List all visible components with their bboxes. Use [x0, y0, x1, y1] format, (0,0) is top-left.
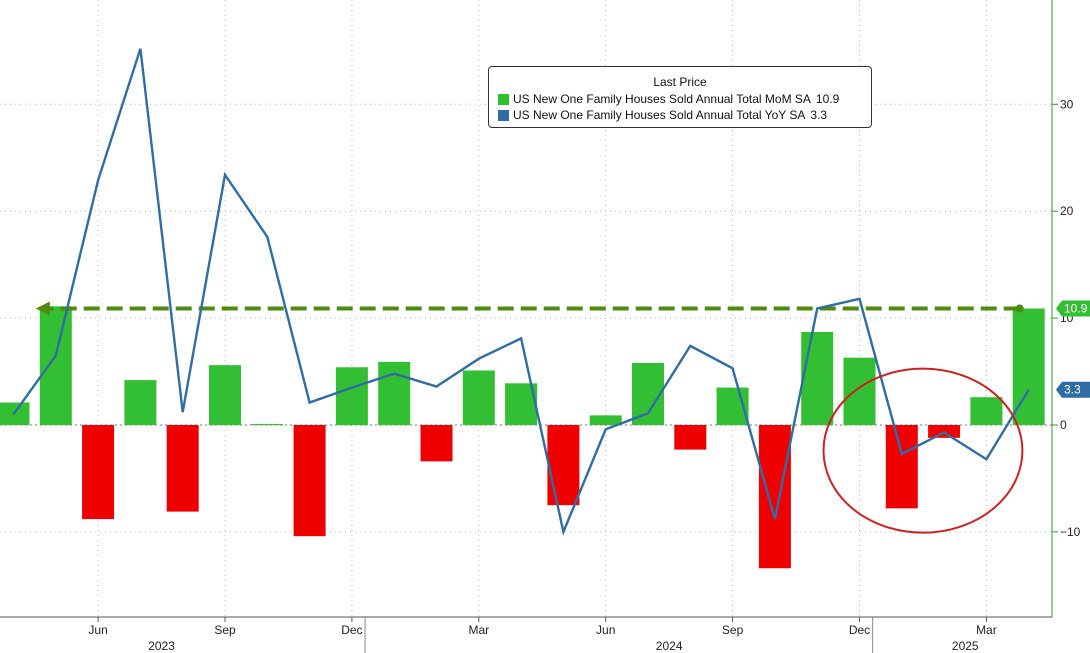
reference-line-start-dot [1015, 304, 1024, 313]
legend-label-mom: US New One Family Houses Sold Annual Tot… [513, 92, 811, 106]
legend-value-mom: 10.9 [815, 92, 840, 106]
x-tick-label: Dec [849, 623, 870, 637]
yoy-line [12, 48, 1030, 536]
bar [82, 425, 115, 520]
legend: Last Price US New One Family Houses Sold… [488, 66, 872, 128]
x-tick-label: Sep [214, 623, 236, 637]
bar [251, 423, 284, 425]
bar [632, 362, 664, 425]
last-value-tag-label: 3.3 [1064, 383, 1081, 397]
highlight-circle [822, 367, 1024, 534]
x-tick-label: Mar [976, 623, 997, 637]
year-label: 2025 [952, 639, 979, 653]
legend-title: Last Price [653, 75, 707, 89]
bar [674, 425, 707, 450]
bar [970, 397, 1003, 425]
x-tick-label: Mar [468, 623, 489, 637]
bar [758, 425, 791, 569]
year-label: 2024 [656, 639, 683, 653]
bar [209, 365, 241, 425]
legend-value-yoy: 3.3 [810, 108, 828, 122]
y-tick-label: 20 [1060, 204, 1074, 218]
bar [589, 415, 622, 425]
bar [378, 361, 411, 425]
legend-item-mom: US New One Family Houses Sold Annual Tot… [489, 91, 871, 107]
legend-item-yoy: US New One Family Houses Sold Annual Tot… [489, 107, 871, 123]
highlight-ellipse [822, 367, 1024, 534]
bar [462, 370, 495, 425]
axes [0, 0, 1058, 653]
last-value-tag [1056, 381, 1090, 398]
bar [843, 357, 876, 425]
bar [420, 425, 453, 462]
bar [124, 380, 157, 425]
y-tick-label: 0 [1060, 418, 1067, 432]
x-tick-label: Sep [722, 623, 744, 637]
bar [166, 425, 199, 512]
y-tick-label: 30 [1060, 97, 1074, 111]
bar [293, 425, 326, 537]
last-value-tag-label: 10.9 [1064, 301, 1088, 315]
legend-swatch-mom [498, 93, 509, 105]
x-tick-label: Jun [596, 623, 615, 637]
legend-swatch-yoy [498, 109, 509, 121]
year-label: 2023 [148, 639, 175, 653]
legend-label-yoy: US New One Family Houses Sold Annual Tot… [513, 108, 806, 122]
bar [885, 425, 918, 509]
bar [39, 306, 72, 425]
reference-arrowhead [35, 301, 50, 316]
last-value-tag [1056, 300, 1090, 317]
x-tick-label: Dec [341, 623, 362, 637]
bar [547, 425, 580, 506]
reference-line [35, 301, 1024, 316]
bar [801, 331, 834, 425]
x-tick-label: Jun [88, 623, 107, 637]
yoy-series-line [12, 48, 1030, 536]
y-tick-label: −10 [1060, 525, 1081, 539]
last-value-tags: 10.9 3.3 [1056, 300, 1090, 398]
bar [335, 367, 368, 425]
